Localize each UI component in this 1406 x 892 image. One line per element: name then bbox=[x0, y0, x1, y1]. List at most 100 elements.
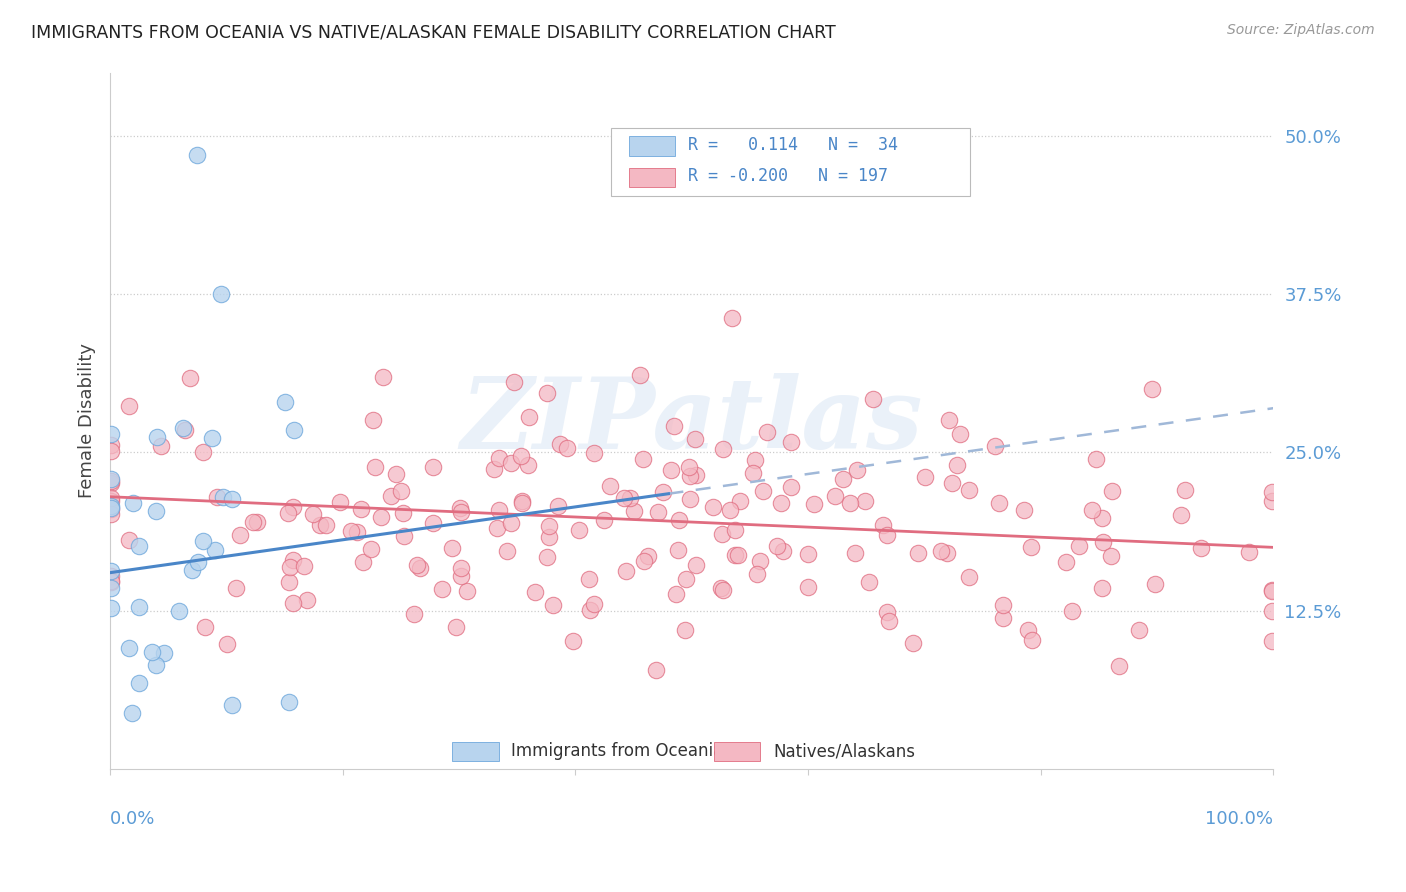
Point bbox=[946, 458, 969, 472]
Point bbox=[779, 480, 801, 494]
Point bbox=[666, 543, 689, 558]
Point bbox=[209, 287, 232, 301]
Point bbox=[118, 533, 141, 548]
Point bbox=[741, 467, 763, 481]
Point bbox=[360, 542, 382, 557]
Text: 100.0%: 100.0% bbox=[1205, 811, 1274, 829]
Point bbox=[1021, 633, 1043, 648]
Point bbox=[711, 527, 734, 541]
Point bbox=[876, 605, 898, 619]
Point bbox=[582, 597, 605, 611]
Point bbox=[174, 423, 197, 437]
Point bbox=[1237, 545, 1260, 559]
Point bbox=[749, 554, 772, 568]
Point bbox=[364, 459, 387, 474]
Point bbox=[824, 489, 846, 503]
Point bbox=[599, 478, 621, 492]
Point bbox=[872, 517, 894, 532]
Point bbox=[935, 546, 957, 560]
Point bbox=[568, 523, 591, 537]
Point bbox=[1060, 604, 1083, 618]
Point bbox=[422, 459, 444, 474]
Point bbox=[1081, 503, 1104, 517]
Point bbox=[488, 502, 510, 516]
Point bbox=[128, 676, 150, 690]
Point bbox=[278, 695, 301, 709]
Point bbox=[702, 500, 724, 514]
Point bbox=[1054, 555, 1077, 569]
Point bbox=[1019, 541, 1042, 555]
Point bbox=[1091, 582, 1114, 596]
Point bbox=[100, 499, 122, 513]
Point bbox=[536, 549, 558, 564]
Point bbox=[100, 500, 122, 515]
Point bbox=[281, 500, 304, 515]
Point bbox=[482, 462, 505, 476]
Point bbox=[409, 561, 432, 575]
Point bbox=[242, 515, 264, 529]
Point bbox=[217, 637, 239, 651]
Point bbox=[957, 483, 980, 498]
Point bbox=[1261, 583, 1284, 598]
Point bbox=[191, 533, 214, 548]
Point bbox=[100, 501, 122, 516]
Point bbox=[1092, 535, 1115, 549]
Point bbox=[172, 421, 194, 435]
Point bbox=[1170, 508, 1192, 523]
Point bbox=[100, 601, 122, 615]
Point bbox=[100, 494, 122, 508]
Point bbox=[555, 442, 578, 456]
Point bbox=[100, 438, 122, 452]
Point bbox=[1144, 577, 1167, 591]
Point bbox=[941, 476, 963, 491]
Point bbox=[499, 516, 522, 531]
Point bbox=[721, 311, 744, 326]
Point bbox=[685, 432, 707, 446]
Point bbox=[118, 399, 141, 413]
Point bbox=[100, 564, 122, 578]
Point bbox=[633, 554, 655, 568]
Point bbox=[914, 470, 936, 484]
Point bbox=[547, 499, 569, 513]
Point bbox=[391, 507, 413, 521]
Point bbox=[858, 574, 880, 589]
Point bbox=[561, 634, 583, 648]
Point bbox=[651, 485, 673, 500]
Point bbox=[292, 559, 315, 574]
Point bbox=[517, 409, 540, 424]
Point bbox=[100, 472, 122, 486]
Point bbox=[499, 456, 522, 470]
Point bbox=[710, 581, 733, 595]
Point bbox=[352, 555, 374, 569]
Point bbox=[402, 607, 425, 622]
Point bbox=[938, 412, 960, 426]
Point bbox=[449, 501, 471, 516]
Point bbox=[486, 521, 509, 535]
Point bbox=[100, 507, 122, 521]
Point bbox=[380, 490, 402, 504]
Text: Source: ZipAtlas.com: Source: ZipAtlas.com bbox=[1227, 23, 1375, 37]
Point bbox=[724, 548, 747, 562]
Point bbox=[797, 547, 820, 561]
Point bbox=[614, 565, 637, 579]
Point bbox=[1261, 494, 1284, 508]
Point bbox=[167, 604, 190, 618]
Point bbox=[876, 528, 898, 542]
Text: R =   0.114   N =  34: R = 0.114 N = 34 bbox=[689, 136, 898, 153]
Point bbox=[283, 423, 305, 437]
Point bbox=[121, 706, 143, 721]
Point bbox=[903, 636, 925, 650]
Point bbox=[100, 444, 122, 458]
Point bbox=[1174, 483, 1197, 497]
Point bbox=[831, 472, 853, 486]
Point bbox=[149, 439, 172, 453]
Point bbox=[450, 569, 472, 583]
Point bbox=[727, 548, 749, 562]
Point bbox=[578, 572, 600, 586]
FancyBboxPatch shape bbox=[714, 741, 761, 761]
Point bbox=[278, 560, 301, 574]
Point bbox=[201, 431, 224, 445]
Point bbox=[100, 574, 122, 588]
Point bbox=[523, 584, 546, 599]
Point bbox=[100, 575, 122, 590]
